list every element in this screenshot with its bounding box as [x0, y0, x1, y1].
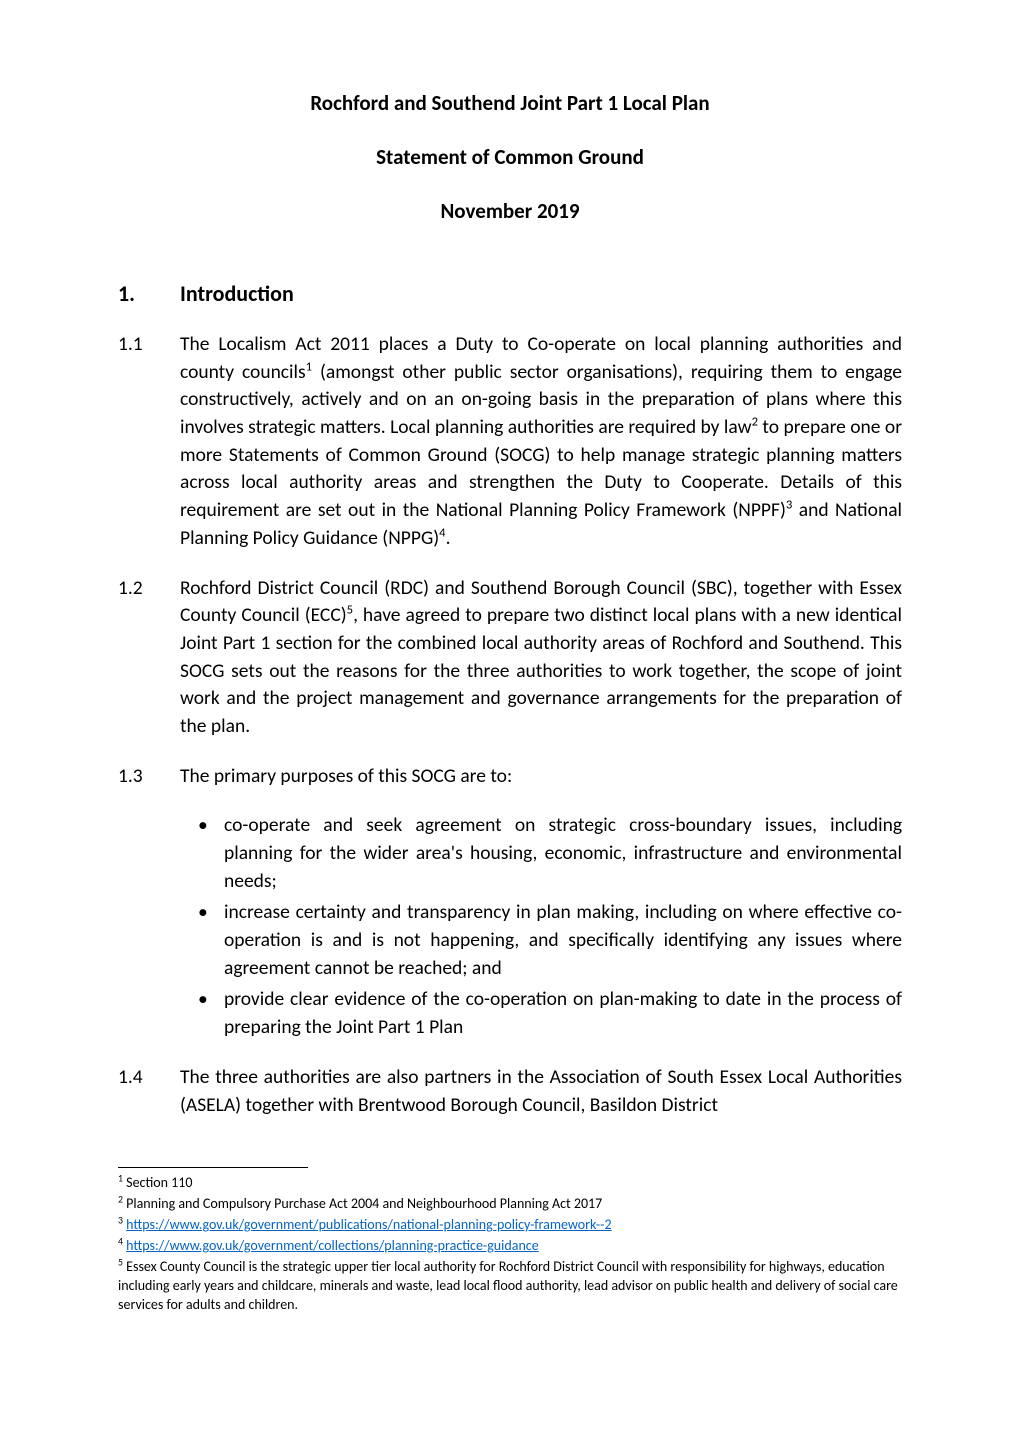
document-date: November 2019 — [118, 198, 902, 224]
bullet-list: co-operate and seek agreement on strateg… — [180, 812, 902, 1042]
title-block: Rochford and Southend Joint Part 1 Local… — [118, 90, 902, 224]
footnote-3: 3 https://www.gov.uk/government/publicat… — [118, 1216, 902, 1235]
footnote-link[interactable]: https://www.gov.uk/government/collection… — [126, 1237, 539, 1254]
bullet-item: increase certainty and transparency in p… — [224, 899, 902, 982]
paragraph-text: The primary purposes of this SOCG are to… — [180, 763, 902, 791]
paragraph-1-3: 1.3 The primary purposes of this SOCG ar… — [118, 763, 902, 791]
footnotes-block: 1 Section 110 2 Planning and Compulsory … — [118, 1174, 902, 1314]
paragraph-text: Rochford District Council (RDC) and Sout… — [180, 575, 902, 741]
footnote-text: Section 110 — [123, 1174, 192, 1191]
footnote-5: 5 Essex County Council is the strategic … — [118, 1258, 902, 1315]
paragraph-1-4: 1.4 The three authorities are also partn… — [118, 1064, 902, 1119]
footnote-2: 2 Planning and Compulsory Purchase Act 2… — [118, 1195, 902, 1214]
section-title: Introduction — [180, 280, 294, 307]
paragraph-text: The Localism Act 2011 places a Duty to C… — [180, 331, 902, 553]
paragraph-1-2: 1.2 Rochford District Council (RDC) and … — [118, 575, 902, 741]
paragraph-number: 1.2 — [118, 575, 180, 741]
section-heading: 1. Introduction — [118, 280, 902, 307]
paragraph-text: The three authorities are also partners … — [180, 1064, 902, 1119]
paragraph-number: 1.4 — [118, 1064, 180, 1119]
footnote-4: 4 https://www.gov.uk/government/collecti… — [118, 1237, 902, 1256]
paragraph-1-1: 1.1 The Localism Act 2011 places a Duty … — [118, 331, 902, 553]
footnote-link[interactable]: https://www.gov.uk/government/publicatio… — [126, 1216, 611, 1233]
paragraph-number: 1.3 — [118, 763, 180, 791]
document-title: Rochford and Southend Joint Part 1 Local… — [118, 90, 902, 116]
paragraph-number: 1.1 — [118, 331, 180, 553]
footnote-marker: 4 — [118, 1235, 123, 1247]
bullet-item: provide clear evidence of the co-operati… — [224, 986, 902, 1041]
bullet-item: co-operate and seek agreement on strateg… — [224, 812, 902, 895]
section-number: 1. — [118, 280, 180, 307]
footnote-text: Essex County Council is the strategic up… — [118, 1258, 898, 1313]
footnote-separator — [118, 1167, 308, 1168]
footnote-1: 1 Section 110 — [118, 1174, 902, 1193]
document-page: Rochford and Southend Joint Part 1 Local… — [0, 0, 1020, 1442]
para-text-run: . — [446, 526, 451, 550]
footnote-text: Planning and Compulsory Purchase Act 200… — [123, 1195, 602, 1212]
footnote-marker: 3 — [118, 1214, 123, 1226]
document-subtitle: Statement of Common Ground — [118, 144, 902, 170]
